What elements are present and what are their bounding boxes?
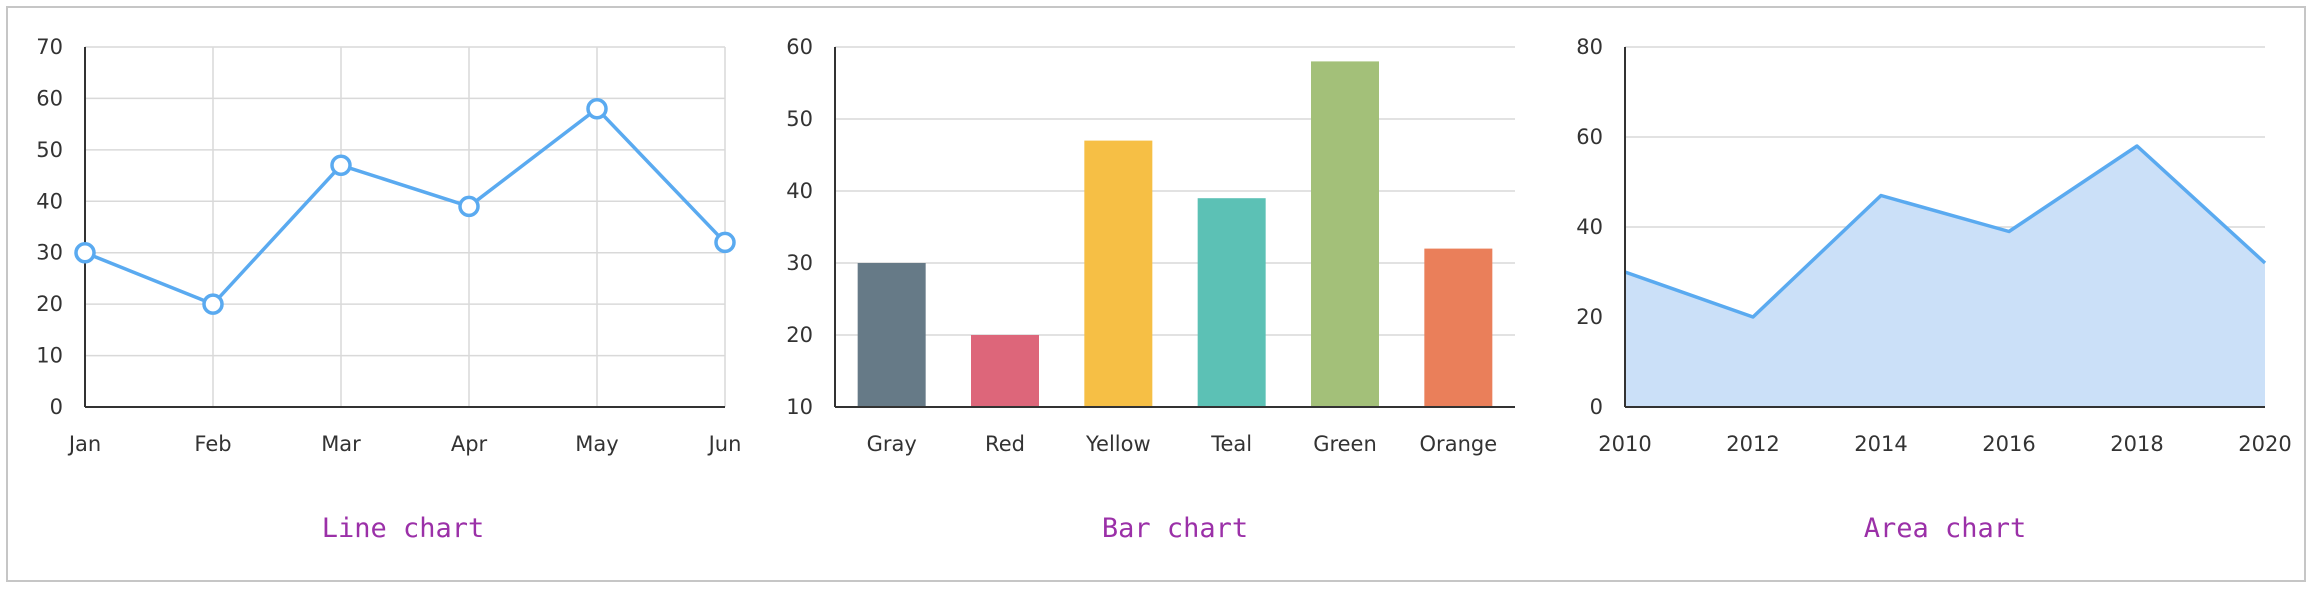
- bar-chart-y-tick: 40: [786, 179, 813, 203]
- area-chart-fill: [1625, 146, 2265, 407]
- line-chart: 0 10 20 30 40 50 60 70 Jan Feb Mar Apr May Jun: [36, 35, 741, 456]
- area-chart-x-tick: 2018: [2110, 432, 2163, 456]
- line-chart-y-tick: 50: [36, 138, 63, 162]
- line-chart-point: [586, 97, 608, 120]
- bar-chart-bar: [1084, 140, 1153, 407]
- bar-chart-y-tick: 20: [786, 323, 813, 347]
- area-chart-x-tick: 2012: [1726, 432, 1779, 456]
- line-chart-point: [458, 195, 480, 218]
- line-chart-y-tick: 10: [36, 344, 63, 368]
- line-chart-x-tick: Feb: [194, 432, 231, 456]
- area-chart-y-tick: 80: [1576, 35, 1603, 59]
- line-chart-point: [74, 241, 96, 264]
- line-chart-x-tick: Jan: [67, 432, 101, 456]
- line-chart-x-tick: Jun: [707, 432, 742, 456]
- line-chart-y-tick: 40: [36, 189, 63, 213]
- area-chart-x-tick: 2020: [2238, 432, 2291, 456]
- bar-chart-x-tick: Orange: [1420, 432, 1498, 456]
- bar-chart-x-tick: Yellow: [1085, 432, 1151, 456]
- line-chart-x-tick: Apr: [451, 432, 488, 456]
- area-chart: 0 20 40 60 80 2010 2012 2014 2016 2018 2020: [1576, 35, 2291, 456]
- area-chart-y-tick: 0: [1590, 395, 1603, 419]
- line-chart-point: [714, 231, 736, 254]
- line-chart-caption: Line chart: [322, 513, 485, 544]
- bar-chart: 10 20 30 40 50 60 Gray Red Yellow Teal Green Orange: [786, 35, 1515, 456]
- bar-chart-bar: [1197, 198, 1266, 407]
- line-chart-series-line: [84, 106, 727, 306]
- area-chart-series-line: [1624, 144, 2267, 319]
- line-chart-point: [202, 293, 224, 315]
- bar-chart-caption: Bar chart: [1102, 513, 1248, 544]
- bar-chart-bar: [1424, 248, 1493, 407]
- area-chart-caption: Area chart: [1864, 513, 2027, 544]
- bar-chart-y-tick: 10: [786, 395, 813, 419]
- area-chart-x-tick: 2014: [1854, 432, 1907, 456]
- line-chart-x-tick: May: [575, 432, 618, 456]
- bar-chart-bar: [857, 263, 926, 407]
- line-chart-y-tick: 70: [36, 35, 63, 59]
- line-chart-y-tick: 20: [36, 292, 63, 316]
- bar-chart-x-tick: Red: [985, 432, 1025, 456]
- bar-chart-y-tick: 50: [786, 107, 813, 131]
- bar-chart-y-tick: 30: [786, 251, 813, 275]
- line-chart-y-tick: 0: [50, 395, 63, 419]
- area-chart-x-tick: 2010: [1598, 432, 1651, 456]
- bar-chart-bar: [1311, 61, 1379, 408]
- line-chart-y-tick: 30: [36, 241, 63, 265]
- bar-chart-bar: [971, 335, 1039, 407]
- area-chart-y-tick: 20: [1576, 305, 1603, 329]
- bar-chart-x-tick: Green: [1313, 432, 1377, 456]
- area-chart-y-tick: 40: [1576, 215, 1603, 239]
- line-chart-y-tick: 60: [36, 86, 63, 110]
- area-chart-x-tick: 2016: [1982, 432, 2035, 456]
- line-chart-x-tick: Mar: [321, 432, 361, 456]
- area-chart-y-tick: 60: [1576, 125, 1603, 149]
- bar-chart-x-tick: Teal: [1210, 432, 1252, 456]
- bar-chart-y-tick: 60: [786, 35, 813, 59]
- line-chart-point: [330, 154, 352, 177]
- bar-chart-x-tick: Gray: [867, 432, 917, 456]
